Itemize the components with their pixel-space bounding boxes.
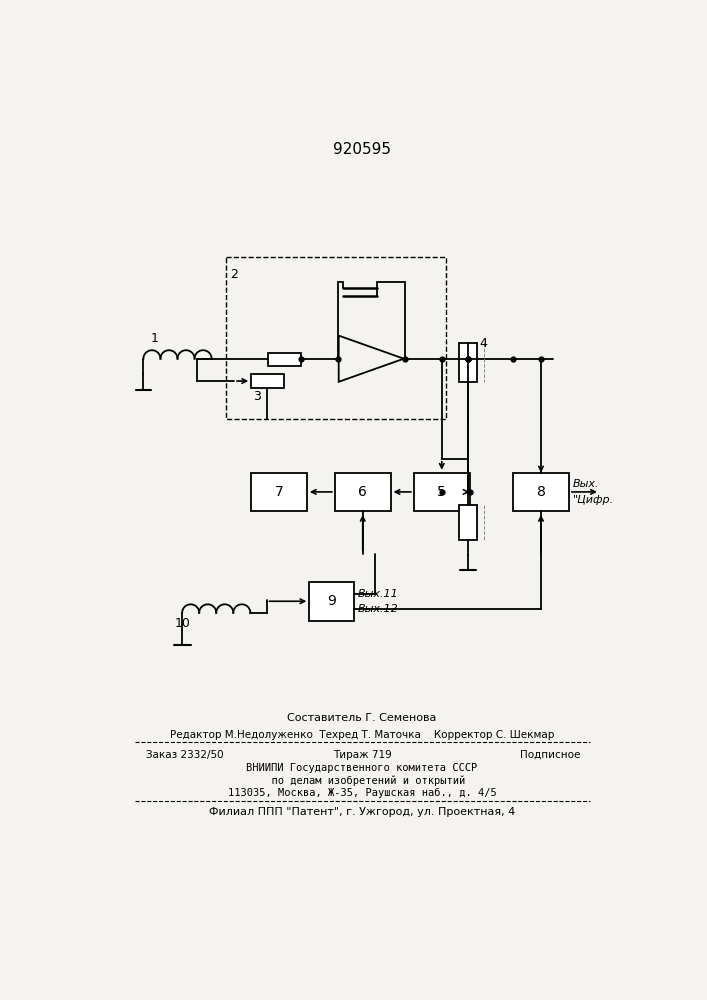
Text: Филиал ППП "Патент", г. Ужгород, ул. Проектная, 4: Филиал ППП "Патент", г. Ужгород, ул. Про… — [209, 807, 515, 817]
Bar — [513, 473, 569, 511]
Text: 1: 1 — [151, 332, 159, 345]
Bar — [459, 505, 477, 540]
Text: Вых.11: Вых.11 — [358, 589, 399, 599]
Bar — [459, 343, 477, 382]
Text: 113035, Москва, Ж-35, Раушская наб., д. 4/5: 113035, Москва, Ж-35, Раушская наб., д. … — [228, 788, 496, 798]
Text: "Цифр.: "Цифр. — [573, 495, 614, 505]
Text: 10: 10 — [175, 617, 190, 630]
Bar — [414, 473, 469, 511]
Text: Заказ 2332/50: Заказ 2332/50 — [146, 750, 224, 760]
Text: 5: 5 — [438, 485, 446, 499]
Bar — [309, 582, 354, 620]
Text: Вых.: Вых. — [573, 479, 600, 489]
Text: по делам изобретений и открытий: по делам изобретений и открытий — [259, 775, 465, 786]
Text: Подписное: Подписное — [520, 750, 580, 760]
Text: 8: 8 — [537, 485, 545, 499]
Text: 7: 7 — [274, 485, 284, 499]
Text: 3: 3 — [252, 389, 261, 402]
Text: Составитель Г. Семенова: Составитель Г. Семенова — [287, 713, 437, 723]
Text: Вых.12: Вых.12 — [358, 604, 399, 614]
Bar — [226, 257, 446, 419]
Bar — [251, 374, 284, 388]
Text: 6: 6 — [358, 485, 367, 499]
Bar — [251, 473, 307, 511]
Bar — [268, 353, 300, 366]
Text: 9: 9 — [327, 594, 336, 608]
Text: 2: 2 — [230, 268, 238, 281]
Text: Редактор М.Недолуженко  Техред Т. Маточка    Корректор С. Шекмар: Редактор М.Недолуженко Техред Т. Маточка… — [170, 730, 554, 740]
Bar — [335, 473, 391, 511]
Text: 4: 4 — [480, 337, 488, 350]
Text: Тираж 719: Тираж 719 — [332, 750, 392, 760]
Text: 920595: 920595 — [333, 142, 391, 157]
Text: ВНИИПИ Государственного комитета СССР: ВНИИПИ Государственного комитета СССР — [246, 763, 477, 773]
